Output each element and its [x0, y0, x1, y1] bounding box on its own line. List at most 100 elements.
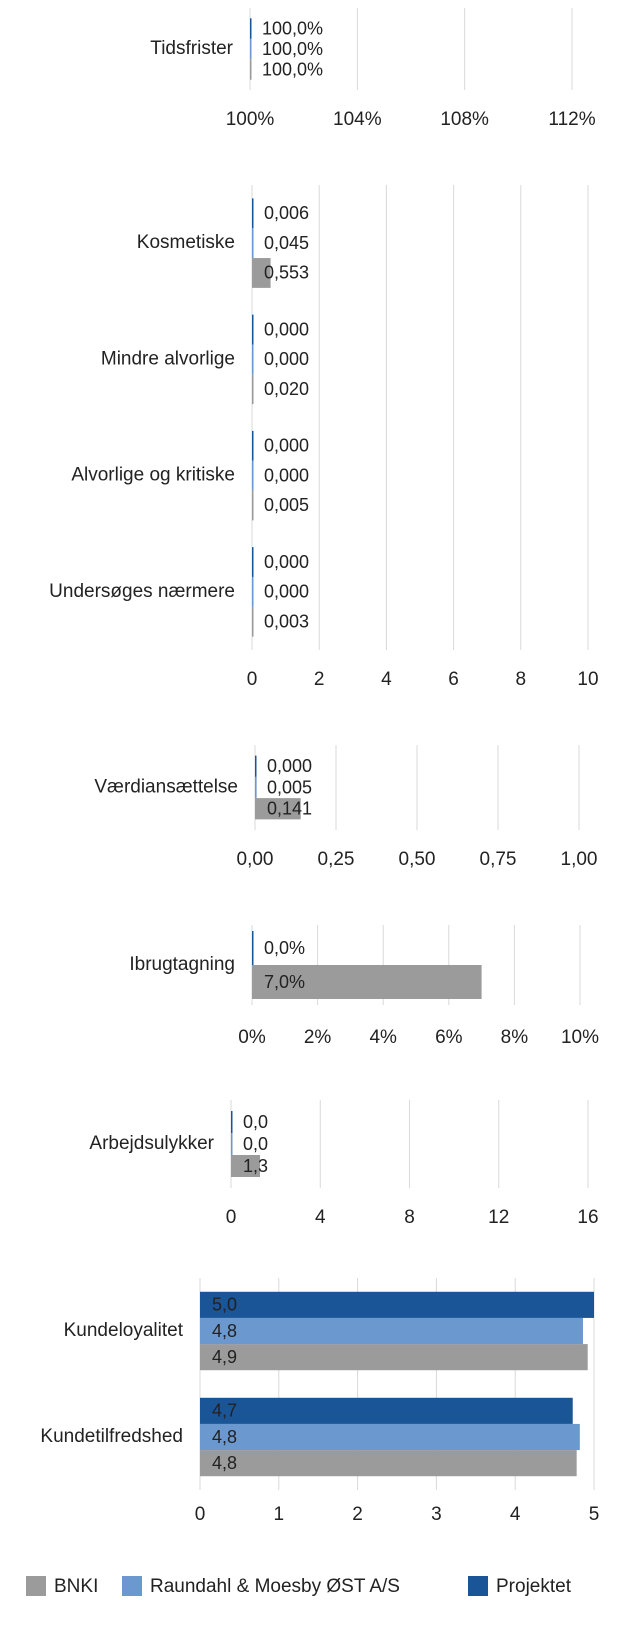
- value-label: 7,0%: [264, 972, 305, 992]
- bar: [255, 776, 257, 799]
- bar: [200, 1397, 573, 1424]
- bar: [231, 1111, 233, 1133]
- x-tick-label: 108%: [440, 109, 489, 130]
- x-tick-label: 10: [577, 669, 598, 690]
- value-label: 0,000: [264, 552, 309, 572]
- x-tick-label: 2%: [304, 1027, 332, 1048]
- value-label: 4,8: [212, 1321, 237, 1341]
- bar: [255, 755, 257, 777]
- value-label: 0,005: [267, 777, 312, 797]
- category-label: Kosmetiske: [137, 232, 235, 253]
- value-label: 0,003: [264, 611, 309, 631]
- bar: [252, 460, 254, 491]
- value-label: 0,000: [264, 319, 309, 339]
- value-label: 4,7: [212, 1401, 237, 1421]
- bar: [250, 38, 252, 60]
- x-tick-label: 8: [516, 669, 527, 690]
- x-tick-label: 100%: [226, 109, 275, 130]
- value-label: 0,006: [264, 203, 309, 223]
- category-label: Arbejdsulykker: [89, 1133, 214, 1154]
- category-label: Kundetilfredshed: [40, 1426, 183, 1447]
- legend-swatch: [122, 1576, 142, 1596]
- value-label: 0,141: [267, 799, 312, 819]
- x-tick-label: 0: [195, 1504, 206, 1525]
- value-label: 0,000: [264, 436, 309, 456]
- bar: [252, 430, 254, 461]
- x-tick-label: 4: [315, 1207, 326, 1228]
- x-tick-label: 0: [226, 1207, 237, 1228]
- bar: [252, 198, 254, 229]
- value-label: 0,0%: [264, 938, 305, 958]
- x-tick-label: 4: [510, 1504, 521, 1525]
- value-label: 0,000: [267, 756, 312, 776]
- bar: [200, 1344, 588, 1371]
- category-label: Mindre alvorlige: [101, 348, 235, 369]
- bar: [250, 59, 252, 80]
- bar: [255, 798, 301, 820]
- x-tick-label: 0,25: [318, 849, 355, 870]
- value-label: 0,000: [264, 465, 309, 485]
- legend-label: Projektet: [496, 1576, 572, 1597]
- x-tick-label: 2: [352, 1504, 363, 1525]
- value-label: 0,045: [264, 233, 309, 253]
- category-label: Ibrugtagning: [129, 954, 235, 975]
- bar: [252, 576, 254, 607]
- x-tick-label: 12: [488, 1207, 509, 1228]
- category-label: Alvorlige og kritiske: [71, 465, 235, 486]
- legend-label: BNKI: [54, 1576, 98, 1597]
- x-tick-label: 8%: [501, 1027, 529, 1048]
- x-tick-label: 4: [381, 669, 392, 690]
- value-label: 5,0: [212, 1295, 237, 1315]
- x-tick-label: 112%: [548, 109, 595, 130]
- bar: [252, 606, 254, 637]
- legend-label: Raundahl & Moesby ØST A/S: [150, 1576, 400, 1597]
- x-tick-label: 0%: [238, 1027, 266, 1048]
- bar: [231, 1155, 261, 1177]
- bar: [250, 18, 252, 39]
- value-label: 100,0%: [262, 18, 323, 38]
- bar: [200, 1291, 594, 1318]
- legend-swatch: [468, 1576, 488, 1596]
- value-label: 4,9: [212, 1347, 237, 1367]
- x-tick-label: 6%: [435, 1027, 463, 1048]
- x-tick-label: 0,50: [399, 849, 436, 870]
- bar: [252, 547, 254, 577]
- value-label: 4,8: [212, 1427, 237, 1447]
- value-label: 4,8: [212, 1453, 237, 1473]
- value-label: 100,0%: [262, 59, 323, 79]
- bar: [200, 1450, 577, 1477]
- value-label: 0,553: [264, 263, 309, 283]
- bar: [252, 931, 254, 965]
- bar: [252, 258, 271, 288]
- value-label: 0,000: [264, 349, 309, 369]
- value-label: 100,0%: [262, 39, 323, 59]
- category-label: Tidsfrister: [150, 38, 233, 59]
- x-tick-label: 2: [314, 669, 325, 690]
- x-tick-label: 1,00: [561, 849, 598, 870]
- bar: [252, 228, 254, 259]
- legend-swatch: [26, 1576, 46, 1596]
- x-tick-label: 0,75: [480, 849, 517, 870]
- category-label: Kundeloyalitet: [64, 1320, 184, 1341]
- bar: [252, 314, 254, 345]
- x-tick-label: 6: [448, 669, 459, 690]
- bar: [200, 1317, 583, 1345]
- x-tick-label: 5: [589, 1504, 600, 1525]
- value-label: 0,0: [243, 1112, 268, 1132]
- value-label: 0,005: [264, 495, 309, 515]
- bar: [200, 1423, 580, 1451]
- x-tick-label: 1: [274, 1504, 285, 1525]
- bar: [252, 344, 254, 375]
- bar: [231, 1133, 233, 1155]
- x-tick-label: 3: [431, 1504, 442, 1525]
- value-label: 1,3: [243, 1156, 268, 1176]
- x-tick-label: 4%: [369, 1027, 397, 1048]
- x-tick-label: 104%: [333, 109, 382, 130]
- x-tick-label: 10%: [561, 1027, 599, 1048]
- category-label: Undersøges nærmere: [49, 581, 235, 602]
- value-label: 0,020: [264, 379, 309, 399]
- x-tick-label: 16: [577, 1207, 598, 1228]
- value-label: 0,000: [264, 582, 309, 602]
